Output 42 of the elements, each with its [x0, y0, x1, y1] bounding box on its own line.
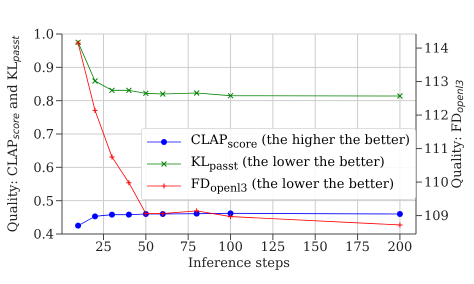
y-tick-label: 1.0 — [33, 28, 54, 43]
point — [108, 87, 115, 94]
legend-label: KL$_{passt}$ (the lower the better) — [190, 155, 385, 173]
y-tick-label: 0.6 — [33, 160, 54, 176]
x-tick-label: 100 — [218, 240, 243, 256]
x-tick-label: 50 — [138, 240, 154, 256]
point — [92, 78, 98, 84]
x-tick-label: 150 — [302, 240, 328, 256]
x-tick-label: 200 — [387, 240, 412, 256]
y-tick-label: 0.9 — [33, 60, 54, 76]
y2-tick-label: 113 — [424, 75, 449, 90]
y-tick-label: 0.5 — [33, 194, 54, 210]
point — [92, 213, 98, 220]
y-tick-label: 0.7 — [33, 128, 54, 143]
point — [396, 93, 403, 99]
point — [126, 180, 132, 186]
point — [92, 107, 98, 114]
legend-label: FD$_{openl3}$ (the lower the better) — [190, 177, 394, 195]
point — [142, 90, 149, 96]
y2-tick-label: 112 — [424, 108, 449, 124]
point — [126, 87, 132, 94]
y-tick-label: 0.4 — [33, 228, 54, 243]
y-tick-label: 0.8 — [33, 94, 54, 110]
y2-tick-label: 114 — [424, 42, 449, 57]
point — [75, 222, 82, 229]
point — [108, 212, 115, 218]
point — [396, 211, 403, 217]
x-tick-label: 125 — [260, 240, 286, 256]
y2-tick-label: 109 — [424, 209, 449, 224]
point — [160, 91, 166, 97]
y2-tick-label: 110 — [424, 176, 449, 191]
x-tick-label: 175 — [345, 240, 370, 256]
y2-tick-label: 111 — [424, 142, 449, 158]
point — [126, 212, 132, 218]
x-axis-title: Inference steps — [188, 256, 290, 271]
x-tick-label: 25 — [95, 240, 112, 256]
x-tick-label: 75 — [180, 240, 196, 256]
legend-label: CLAP$_{score}$ (the higher the better) — [190, 133, 410, 151]
point — [194, 90, 200, 96]
point — [194, 208, 200, 214]
point — [228, 214, 234, 220]
point — [228, 92, 234, 99]
